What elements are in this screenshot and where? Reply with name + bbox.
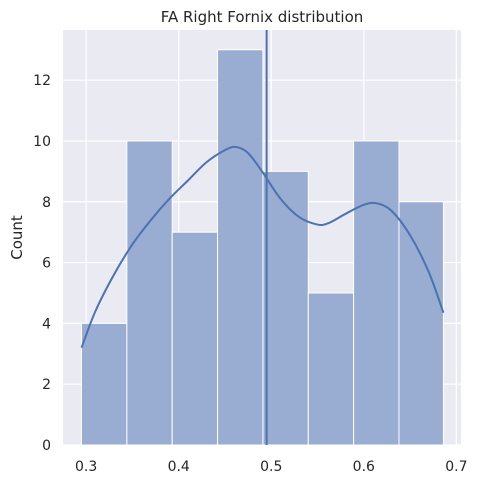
histogram-bar [307, 292, 355, 446]
histogram-bar [353, 140, 400, 446]
histogram-bar [398, 201, 444, 446]
x-tick-label: 0.5 [260, 459, 282, 475]
y-tick-label: 12 [33, 73, 51, 89]
histogram-bar [262, 170, 309, 446]
y-tick-label: 6 [42, 256, 51, 272]
x-tick-labels: 0.3 0.4 0.5 0.6 0.7 [75, 459, 467, 475]
x-tick-label: 0.6 [353, 459, 375, 475]
kde-curve [80, 145, 445, 349]
histogram-bar [171, 231, 219, 446]
histogram-bar [217, 49, 264, 446]
histogram-bar [126, 140, 173, 446]
y-tick-labels: 0 2 4 6 8 10 12 [33, 73, 51, 454]
y-tick-label: 10 [33, 134, 51, 150]
x-tick-label: 0.3 [75, 459, 97, 475]
y-tick-label: 8 [42, 195, 51, 211]
histogram-bar [81, 322, 128, 446]
chart-title: FA Right Fornix distribution [161, 8, 364, 26]
y-tick-label: 0 [42, 438, 51, 454]
y-axis-label: Count [8, 215, 26, 260]
x-tick-label: 0.4 [168, 459, 190, 475]
y-tick-label: 2 [42, 377, 51, 393]
histogram-bars [81, 49, 444, 446]
y-tick-label: 4 [42, 316, 51, 332]
x-tick-label: 0.7 [445, 459, 467, 475]
